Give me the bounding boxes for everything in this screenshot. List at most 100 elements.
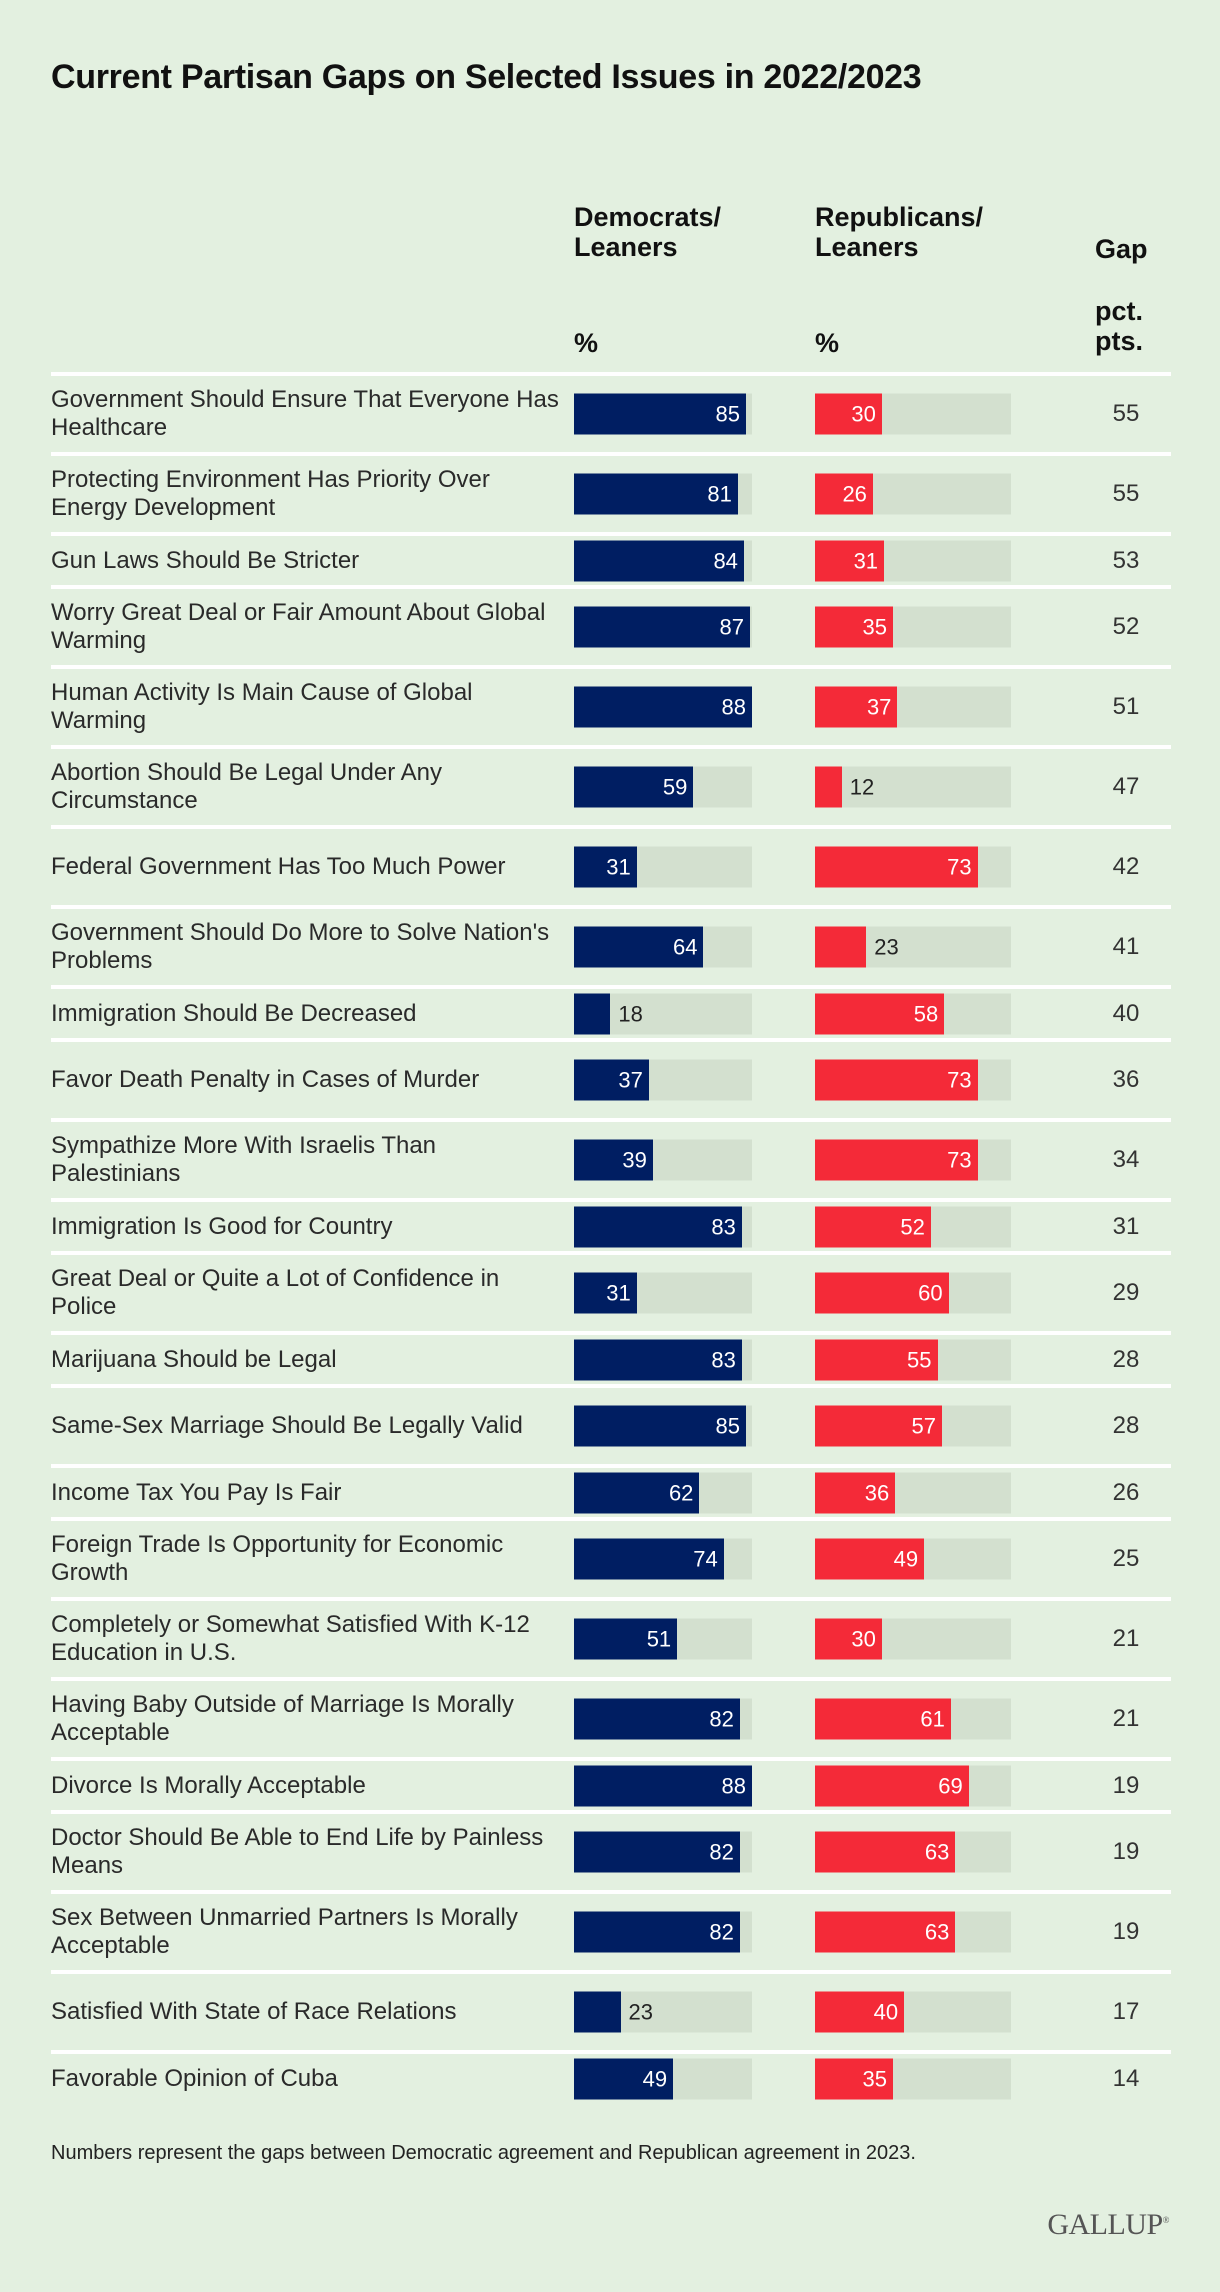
dem-bar: [574, 766, 694, 808]
table-row: Human Activity Is Main Cause of Global W…: [51, 665, 1171, 745]
table-row: Favorable Opinion of Cuba 49 35 14: [51, 2050, 1171, 2103]
rep-value-label: 58: [913, 1001, 939, 1026]
rep-value-label: 35: [862, 2066, 887, 2091]
dem-value-label: 64: [672, 934, 698, 960]
rep-bar-track: 63: [815, 1831, 1011, 1873]
gap-value: 36: [1112, 1066, 1140, 1093]
issue-label: Doctor Should Be Able to End Life by Pai…: [51, 1824, 544, 1879]
dem-bar-track: 84: [574, 540, 752, 581]
rep-bar: [815, 1911, 956, 1953]
rep-bar: [815, 1272, 949, 1314]
gap-value: 53: [1112, 546, 1140, 574]
table-row: Government Should Do More to Solve Natio…: [51, 905, 1171, 985]
dem-value-label: 84: [713, 548, 738, 573]
rep-value-label: 30: [851, 1626, 876, 1652]
dem-bar-track: 82: [574, 1698, 752, 1740]
dem-bar: [574, 473, 738, 515]
rep-bar: [815, 393, 882, 435]
rep-bar: [815, 2058, 893, 2099]
dem-bar: [574, 846, 637, 888]
issue-label: Immigration Is Good for Country: [51, 1212, 393, 1240]
gap-value: 19: [1112, 1838, 1140, 1865]
issue-label: Gun Laws Should Be Stricter: [51, 546, 360, 574]
dem-bar-track: 88: [574, 686, 752, 728]
rep-bar-track: 60: [815, 1272, 1011, 1314]
rep-value-label: 36: [864, 1480, 890, 1505]
rep-value-label: 49: [893, 1546, 919, 1572]
dem-value-label: 31: [606, 854, 631, 880]
table-row: Sex Between Unmarried Partners Is Morall…: [51, 1890, 1171, 1970]
rep-value-label: 73: [947, 854, 972, 880]
issue-label: Immigration Should Be Decreased: [51, 999, 417, 1027]
table-row: Sympathize More With Israelis Than Pales…: [51, 1118, 1171, 1198]
rep-bar-track: 73: [815, 1139, 1011, 1181]
gap-value: 28: [1112, 1345, 1140, 1373]
dem-value-label: 88: [721, 1773, 746, 1798]
rep-value-label: 30: [851, 401, 876, 427]
dem-value-label: 85: [715, 1413, 740, 1439]
dem-bar: [574, 393, 746, 435]
rep-bar-track: 61: [815, 1698, 1011, 1740]
dem-bar: [574, 993, 611, 1034]
rep-bar: [815, 1831, 956, 1873]
rep-bar: [815, 1339, 938, 1380]
table-row: Worry Great Deal or Fair Amount About Gl…: [51, 585, 1171, 665]
gap-value: 26: [1112, 1478, 1140, 1506]
gap-value: 25: [1112, 1545, 1140, 1572]
issue-label: Government Should Ensure That Everyone H…: [51, 386, 559, 441]
issue-label: Foreign Trade Is Opportunity for Economi…: [51, 1531, 504, 1586]
issue-label: Sex Between Unmarried Partners Is Morall…: [51, 1904, 518, 1959]
rep-value-label: 69: [938, 1773, 963, 1798]
dem-column-header: Democrats/ Leaners: [574, 202, 722, 262]
dem-bar-track: 85: [574, 1405, 752, 1447]
dem-bar-track: 81: [574, 473, 752, 515]
rep-bar: [815, 1405, 942, 1447]
dem-bar-track: 62: [574, 1472, 752, 1513]
rep-value-label: 31: [853, 548, 879, 573]
dem-bar-track: 18: [574, 993, 752, 1034]
dem-bar: [574, 540, 744, 581]
gap-unit: pct. pts.: [1095, 296, 1144, 356]
dem-bar-track: 87: [574, 606, 752, 648]
issue-label: Worry Great Deal or Fair Amount About Gl…: [51, 599, 546, 654]
rep-bar: [815, 1698, 951, 1740]
dem-bar: [574, 606, 750, 648]
dem-bar-track: 39: [574, 1139, 752, 1181]
issue-label: Protecting Environment Has Priority Over…: [51, 466, 490, 521]
dem-value-label: 74: [693, 1546, 718, 1572]
dem-bar: [574, 1405, 746, 1447]
table-row: Favor Death Penalty in Cases of Murder 37…: [51, 1038, 1171, 1118]
table-row: Divorce Is Morally Acceptable 88 69 19: [51, 1757, 1171, 1810]
rep-value-label: 63: [924, 1919, 950, 1945]
rep-bar-track: 73: [815, 846, 1011, 888]
dem-bar-track: 37: [574, 1059, 752, 1101]
dem-value-label: 31: [606, 1280, 631, 1306]
table-row: Marijuana Should be Legal 83 55 28: [51, 1331, 1171, 1384]
rep-bar: [815, 686, 898, 728]
rep-bar: [815, 540, 885, 581]
dem-value-label: 83: [711, 1347, 736, 1372]
issue-label: Government Should Do More to Solve Natio…: [51, 919, 550, 974]
issue-label: Marijuana Should be Legal: [51, 1345, 337, 1373]
rep-value-label: 23: [874, 934, 899, 960]
rep-bar-track: 23: [815, 926, 1011, 968]
rep-bar-track: 57: [815, 1405, 1011, 1447]
rep-bar-track: 52: [815, 1206, 1011, 1247]
dem-bar: [574, 1911, 740, 1953]
table-row: Government Should Ensure That Everyone H…: [51, 372, 1171, 452]
gap-value: 21: [1112, 1705, 1140, 1732]
issue-label: Divorce Is Morally Acceptable: [51, 1771, 366, 1799]
dem-bar: [574, 1618, 678, 1660]
table-row: Income Tax You Pay Is Fair 62 36 26: [51, 1464, 1171, 1517]
gap-value: 28: [1112, 1412, 1140, 1439]
issue-label: Satisfied With State of Race Relations: [51, 1998, 457, 2025]
gallup-logo: GALLUP®: [1047, 2208, 1169, 2241]
dem-bar-track: 59: [574, 766, 752, 808]
rep-bar-track: 35: [815, 2058, 1011, 2099]
rep-value-label: 57: [911, 1413, 936, 1439]
table-row: Protecting Environment Has Priority Over…: [51, 452, 1171, 532]
dem-bar: [574, 1139, 653, 1181]
rep-bar-track: 35: [815, 606, 1011, 648]
table-row: Gun Laws Should Be Stricter 84 31 53: [51, 532, 1171, 585]
issue-label: Sympathize More With Israelis Than Pales…: [51, 1132, 437, 1187]
